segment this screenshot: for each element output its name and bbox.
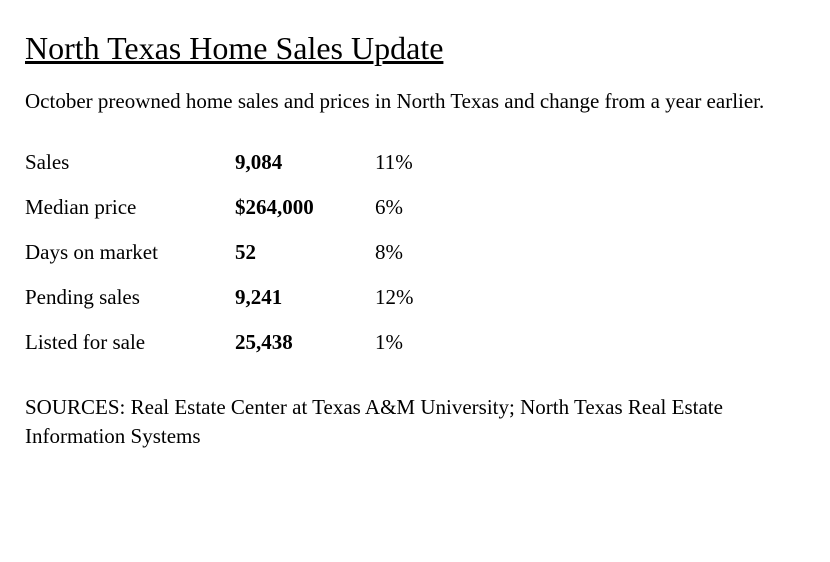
- row-value: 52: [235, 230, 375, 275]
- row-value: 25,438: [235, 320, 375, 365]
- row-change: 6%: [375, 185, 414, 230]
- row-label: Median price: [25, 185, 235, 230]
- row-label: Pending sales: [25, 275, 235, 320]
- row-value: $264,000: [235, 185, 375, 230]
- row-label: Listed for sale: [25, 320, 235, 365]
- row-change: 1%: [375, 320, 414, 365]
- row-value: 9,084: [235, 140, 375, 185]
- row-value: 9,241: [235, 275, 375, 320]
- row-label: Sales: [25, 140, 235, 185]
- table-row: Median price $264,000 6%: [25, 185, 414, 230]
- row-change: 11%: [375, 140, 414, 185]
- sources-text: SOURCES: Real Estate Center at Texas A&M…: [25, 393, 795, 450]
- row-change: 8%: [375, 230, 414, 275]
- row-label: Days on market: [25, 230, 235, 275]
- table-row: Days on market 52 8%: [25, 230, 414, 275]
- table-row: Sales 9,084 11%: [25, 140, 414, 185]
- table-row: Pending sales 9,241 12%: [25, 275, 414, 320]
- row-change: 12%: [375, 275, 414, 320]
- sales-data-table: Sales 9,084 11% Median price $264,000 6%…: [25, 140, 414, 365]
- subtitle-text: October preowned home sales and prices i…: [25, 87, 785, 115]
- page-title: North Texas Home Sales Update: [25, 30, 805, 67]
- table-row: Listed for sale 25,438 1%: [25, 320, 414, 365]
